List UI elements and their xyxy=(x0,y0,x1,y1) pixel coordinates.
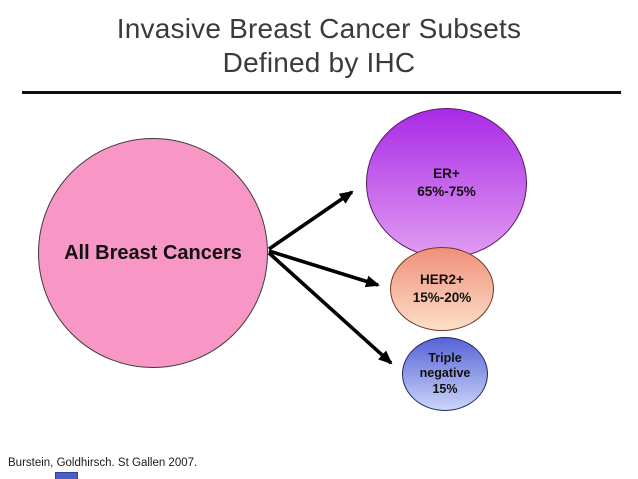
er-label-line-1: ER+ xyxy=(433,165,460,181)
arrow-to-triple-negative xyxy=(267,251,393,365)
triple-negative-label-line-1: Triple xyxy=(428,350,462,365)
her2-subset-circle: HER2+ 15%-20% xyxy=(390,247,494,331)
er-subset-circle: ER+ 65%-75% xyxy=(366,108,527,258)
all-breast-cancers-label: All Breast Cancers xyxy=(64,242,242,264)
citation: Burstein, Goldhirsch. St Gallen 2007. xyxy=(8,457,198,469)
title-divider xyxy=(22,91,621,94)
arrow-to-her2 xyxy=(268,249,380,288)
slide-title: Invasive Breast Cancer Subsets Defined b… xyxy=(0,12,638,80)
footer-blue-box xyxy=(55,472,78,479)
title-line-2: Defined by IHC xyxy=(222,46,416,78)
her2-label-line-1: HER2+ xyxy=(420,271,464,287)
er-label-line-2: 65%-75% xyxy=(417,184,476,199)
arrow-to-er xyxy=(267,190,354,251)
triple-negative-subset-circle: Triple negative 15% xyxy=(402,337,488,411)
triple-negative-label-line-2: negative xyxy=(419,366,471,381)
title-line-1: Invasive Breast Cancer Subsets xyxy=(116,13,522,44)
all-breast-cancers-circle: All Breast Cancers xyxy=(38,138,268,368)
her2-label-line-2: 15%-20% xyxy=(412,290,472,305)
triple-negative-label-line-3: 15% xyxy=(432,381,458,396)
